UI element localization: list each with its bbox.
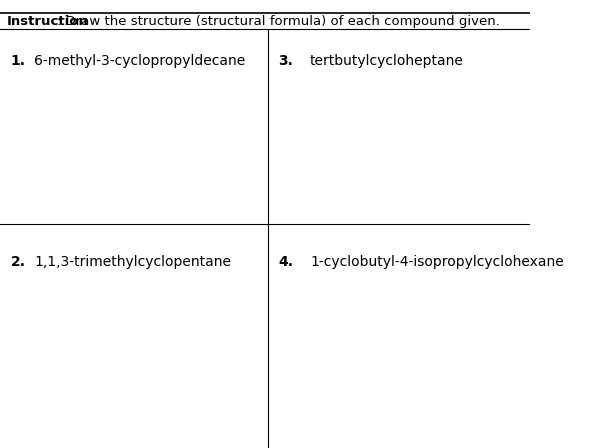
Text: 4.: 4. [278, 255, 293, 269]
Text: 3.: 3. [278, 54, 293, 68]
Text: : Draw the structure (structural formula) of each compound given.: : Draw the structure (structural formula… [57, 15, 499, 29]
Text: 1,1,3-trimethylcyclopentane: 1,1,3-trimethylcyclopentane [34, 255, 231, 269]
Text: tertbutylcycloheptane: tertbutylcycloheptane [310, 54, 464, 68]
Text: 1-cyclobutyl-4-isopropylcyclohexane: 1-cyclobutyl-4-isopropylcyclohexane [310, 255, 564, 269]
Text: Instruction: Instruction [7, 15, 88, 29]
Text: 6-methyl-3-cyclopropyldecane: 6-methyl-3-cyclopropyldecane [34, 54, 246, 68]
Text: 1.: 1. [11, 54, 25, 68]
Text: 2.: 2. [11, 255, 25, 269]
